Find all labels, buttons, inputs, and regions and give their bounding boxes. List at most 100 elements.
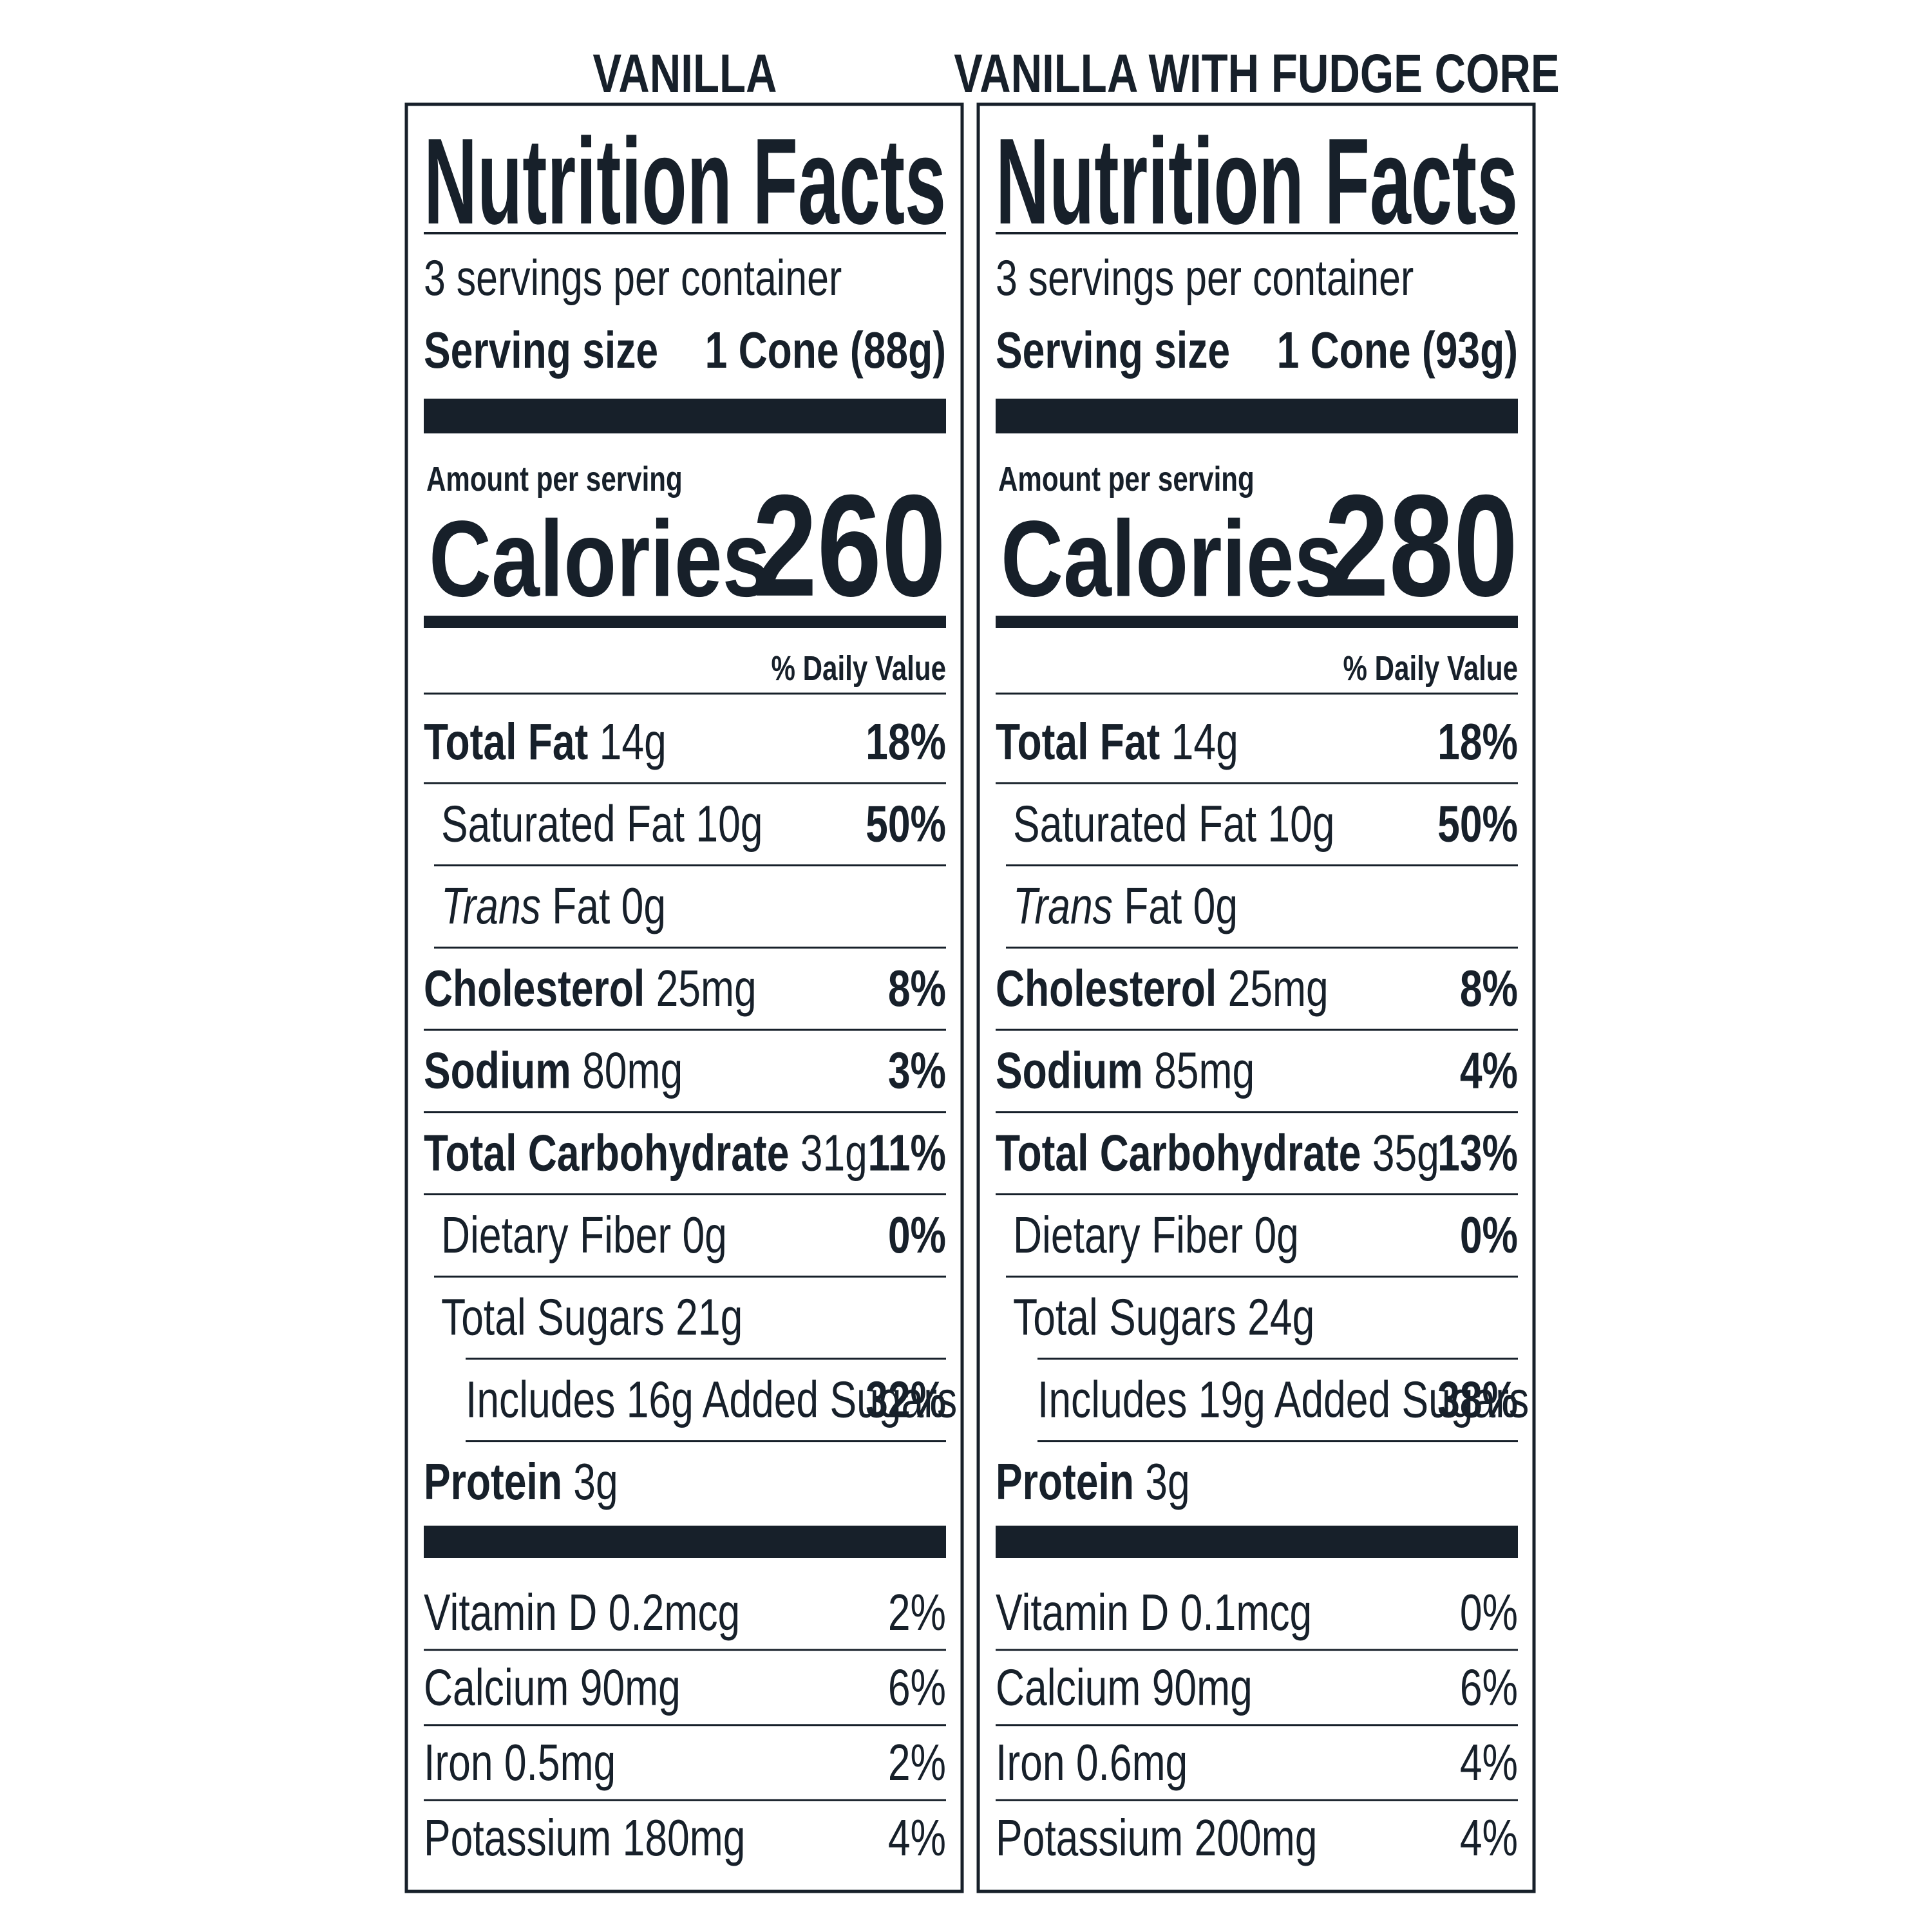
nutrient-amount: 80mg	[582, 1042, 683, 1099]
serving-size-value: 1 Cone (93g)	[1277, 321, 1518, 379]
nutrient-amount: 10g	[1267, 795, 1334, 853]
label-box	[404, 102, 964, 1893]
nutrient-daily-value: 38%	[1437, 1371, 1518, 1428]
label-title: Nutrition Facts	[996, 113, 1518, 250]
nutrient-amount: Fat 0g	[1124, 878, 1238, 935]
nutrient-daily-value: 3%	[888, 1042, 946, 1099]
nutrient-name: Sodium	[996, 1042, 1143, 1099]
nutrient-name: Trans	[1013, 878, 1113, 935]
nutrient-daily-value: 18%	[866, 713, 946, 770]
nutrient-amount: 85mg	[1154, 1042, 1255, 1099]
medium-bar	[424, 616, 946, 628]
serving-size-value: 1 Cone (88g)	[705, 321, 946, 379]
calories-label: Calories	[1001, 498, 1342, 620]
amount-per-serving: Amount per serving	[998, 460, 1255, 498]
nutrient-amount: 3g	[1145, 1454, 1189, 1511]
nutrient-row-text: Protein 3g	[424, 1454, 618, 1511]
nutrient-amount: 3g	[573, 1454, 618, 1511]
vitamin-daily-value: 6%	[1460, 1659, 1518, 1716]
nutrient-amount: 14g	[1171, 713, 1238, 770]
servings-per-container: 3 servings per container	[424, 250, 842, 306]
nutrient-name: Dietary Fiber	[1013, 1207, 1243, 1264]
vitamin-daily-value: 4%	[1460, 1809, 1518, 1866]
nutrient-name: Total Sugars	[1013, 1289, 1236, 1346]
daily-value-header: % Daily Value	[772, 649, 946, 688]
thick-bar	[996, 1526, 1518, 1558]
vitamin-daily-value: 4%	[888, 1809, 946, 1866]
nutrient-row-text: Includes 16g Added Sugars	[466, 1371, 957, 1428]
serving-size-label: Serving size	[424, 321, 658, 379]
nutrient-daily-value: 18%	[1437, 713, 1518, 770]
nutrient-row-text: Total Carbohydrate 35g	[996, 1124, 1439, 1182]
nutrient-name: Cholesterol	[424, 960, 645, 1017]
nutrient-row-text: Total Sugars 24g	[1013, 1289, 1314, 1346]
nutrient-amount: 10g	[696, 795, 762, 853]
nutrient-name: Includes 19g Added Sugars	[1037, 1371, 1529, 1428]
nutrient-row-text: Includes 19g Added Sugars	[1037, 1371, 1529, 1428]
nutrient-name: Trans	[441, 878, 541, 935]
calories-label: Calories	[429, 498, 770, 620]
medium-bar	[996, 616, 1518, 628]
nutrient-name: Protein	[996, 1454, 1134, 1511]
vitamin-name: Calcium 90mg	[996, 1659, 1253, 1716]
vitamin-daily-value: 0%	[1460, 1584, 1518, 1641]
nutrient-name: Sodium	[424, 1042, 571, 1099]
daily-value-header: % Daily Value	[1343, 649, 1518, 688]
nutrient-row-text: Trans Fat 0g	[1013, 878, 1238, 935]
amount-per-serving: Amount per serving	[426, 460, 683, 498]
nutrient-name: Total Fat	[996, 713, 1160, 770]
nutrient-row-text: Dietary Fiber 0g	[441, 1207, 727, 1264]
nutrient-daily-value: 0%	[888, 1207, 946, 1264]
vitamin-daily-value: 2%	[888, 1584, 946, 1641]
nutrient-amount: Fat 0g	[552, 878, 666, 935]
calories-value: 260	[753, 466, 946, 627]
nutrient-row-text: Sodium 85mg	[996, 1042, 1255, 1099]
nutrient-row-text: Cholesterol 25mg	[424, 960, 757, 1017]
label-title: Nutrition Facts	[424, 113, 946, 250]
nutrient-amount: 0g	[682, 1207, 726, 1264]
label-box	[976, 102, 1536, 1893]
nutrient-name: Dietary Fiber	[441, 1207, 671, 1264]
nutrient-daily-value: 11%	[868, 1124, 946, 1182]
nutrient-amount: 31g	[800, 1124, 867, 1182]
vitamin-daily-value: 4%	[1460, 1734, 1518, 1792]
nutrient-row-text: Saturated Fat 10g	[1013, 795, 1335, 853]
nutrient-daily-value: 0%	[1460, 1207, 1518, 1264]
nutrient-amount: 14g	[600, 713, 667, 770]
nutrient-row-text: Sodium 80mg	[424, 1042, 683, 1099]
thick-bar	[424, 399, 946, 433]
nutrient-daily-value: 50%	[1437, 795, 1518, 853]
nutrient-row-text: Total Sugars 21g	[441, 1289, 743, 1346]
nutrient-name: Saturated Fat	[1013, 795, 1256, 853]
nutrient-row-text: Protein 3g	[996, 1454, 1190, 1511]
nutrient-name: Protein	[424, 1454, 562, 1511]
vitamin-name: Vitamin D 0.2mcg	[424, 1584, 740, 1641]
nutrient-name: Total Carbohydrate	[996, 1124, 1361, 1182]
nutrient-row-text: Total Fat 14g	[424, 713, 667, 770]
nutrient-daily-value: 50%	[866, 795, 946, 853]
nutrient-amount: 0g	[1254, 1207, 1298, 1264]
vitamin-name: Iron 0.5mg	[424, 1734, 616, 1792]
vitamin-name: Iron 0.6mg	[996, 1734, 1188, 1792]
nutrient-row-text: Trans Fat 0g	[441, 878, 666, 935]
nutrient-name: Includes 16g Added Sugars	[466, 1371, 957, 1428]
vitamin-name: Calcium 90mg	[424, 1659, 681, 1716]
vitamin-name: Vitamin D 0.1mcg	[996, 1584, 1312, 1641]
vitamin-name: Potassium 200mg	[996, 1809, 1317, 1866]
nutrient-row-text: Saturated Fat 10g	[441, 795, 763, 853]
nutrient-row-text: Dietary Fiber 0g	[1013, 1207, 1299, 1264]
thick-bar	[424, 1526, 946, 1558]
nutrient-name: Total Fat	[424, 713, 588, 770]
nutrient-daily-value: 8%	[1460, 960, 1518, 1017]
nutrient-daily-value: 8%	[888, 960, 946, 1017]
nutrient-name: Total Sugars	[441, 1289, 665, 1346]
product-name: VANILLA	[592, 44, 777, 104]
nutrient-name: Total Carbohydrate	[424, 1124, 789, 1182]
nutrient-row-text: Total Fat 14g	[996, 713, 1238, 770]
nutrient-name: Cholesterol	[996, 960, 1217, 1017]
nutrient-daily-value: 32%	[866, 1371, 946, 1428]
vitamin-name: Potassium 180mg	[424, 1809, 745, 1866]
nutrient-daily-value: 13%	[1437, 1124, 1518, 1182]
nutrient-daily-value: 4%	[1460, 1042, 1518, 1099]
